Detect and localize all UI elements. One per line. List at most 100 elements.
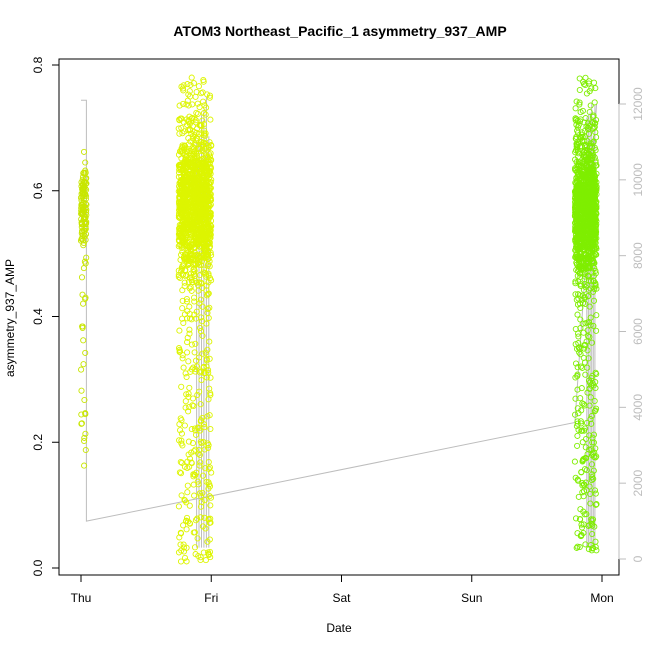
data-point <box>593 370 600 378</box>
data-point <box>179 193 186 201</box>
data-point <box>581 216 588 223</box>
data-point <box>593 285 600 292</box>
data-point <box>191 544 199 551</box>
data-point <box>587 102 594 109</box>
data-point <box>185 390 192 397</box>
data-point <box>587 285 594 292</box>
data-point <box>197 492 204 500</box>
data-point <box>82 195 89 202</box>
data-point <box>586 333 593 341</box>
data-point <box>192 204 199 211</box>
data-point <box>181 311 188 318</box>
data-point <box>184 464 191 472</box>
data-point <box>586 108 593 116</box>
data-point <box>192 517 199 524</box>
y-tick-label: 0.0 <box>31 559 45 576</box>
data-point <box>196 300 203 307</box>
data-point <box>81 396 88 404</box>
y2-axis: 0 2000 4000 6000 8000 10000 12000 <box>618 87 645 562</box>
data-point <box>200 110 207 117</box>
data-point <box>572 167 579 174</box>
data-point <box>203 271 210 278</box>
data-point <box>199 332 206 339</box>
data-point <box>183 181 190 188</box>
data-point <box>184 81 191 88</box>
data-point <box>183 518 190 525</box>
data-point <box>575 330 582 337</box>
data-point <box>80 239 87 247</box>
data-point <box>196 354 203 361</box>
data-point <box>181 496 188 503</box>
data-point <box>207 217 215 224</box>
data-point <box>208 469 215 476</box>
data-point <box>193 195 200 202</box>
data-point <box>198 368 205 375</box>
data-point <box>179 352 186 359</box>
data-point <box>578 427 585 434</box>
data-point <box>194 100 201 107</box>
data-point <box>185 248 192 255</box>
data-point <box>206 94 213 101</box>
data-point <box>181 422 188 429</box>
data-point <box>203 198 210 205</box>
data-point <box>189 101 196 108</box>
data-point <box>80 200 87 207</box>
data-point <box>592 223 599 230</box>
data-point <box>205 396 212 403</box>
data-point <box>178 383 185 390</box>
data-point <box>205 551 212 559</box>
data-point <box>593 312 600 319</box>
data-point <box>78 366 85 373</box>
data-point <box>585 80 592 87</box>
data-point <box>200 168 207 175</box>
data-point <box>576 516 584 523</box>
data-point <box>579 133 586 140</box>
data-point <box>196 324 204 331</box>
data-point <box>201 424 208 431</box>
data-point <box>192 93 199 100</box>
data-point <box>584 120 591 127</box>
data-point <box>592 454 599 461</box>
data-point <box>193 154 200 161</box>
data-point <box>180 364 187 371</box>
data-point <box>581 273 588 280</box>
data-point <box>191 141 198 148</box>
data-point <box>203 273 210 280</box>
data-point <box>207 116 214 123</box>
y2-tick-label: 10000 <box>631 163 645 197</box>
data-point <box>574 199 581 206</box>
data-point <box>588 517 595 524</box>
data-point <box>185 278 192 286</box>
data-point <box>189 254 196 261</box>
data-point <box>580 493 587 500</box>
data-point <box>582 320 589 327</box>
data-point <box>592 490 599 497</box>
data-point <box>178 547 185 554</box>
data-point <box>202 178 209 185</box>
data-point <box>194 235 201 242</box>
data-point <box>176 534 183 541</box>
data-point <box>186 147 193 154</box>
data-point <box>572 291 579 298</box>
data-point <box>205 143 212 150</box>
data-point <box>199 414 206 422</box>
data-point <box>593 198 600 205</box>
data-point <box>189 146 196 153</box>
cluster-fri <box>175 74 215 565</box>
data-point <box>200 98 207 105</box>
data-point <box>198 314 205 321</box>
data-point <box>205 444 212 452</box>
data-point <box>574 543 581 550</box>
data-point <box>572 360 580 367</box>
data-point <box>188 161 195 168</box>
data-point <box>578 200 585 207</box>
data-point <box>181 283 188 290</box>
data-point <box>582 81 589 89</box>
data-point <box>197 401 204 408</box>
data-point <box>186 88 193 95</box>
data-point <box>585 377 593 384</box>
data-point <box>573 225 580 232</box>
data-point <box>577 420 585 427</box>
data-point <box>573 423 580 430</box>
data-point <box>182 404 189 411</box>
